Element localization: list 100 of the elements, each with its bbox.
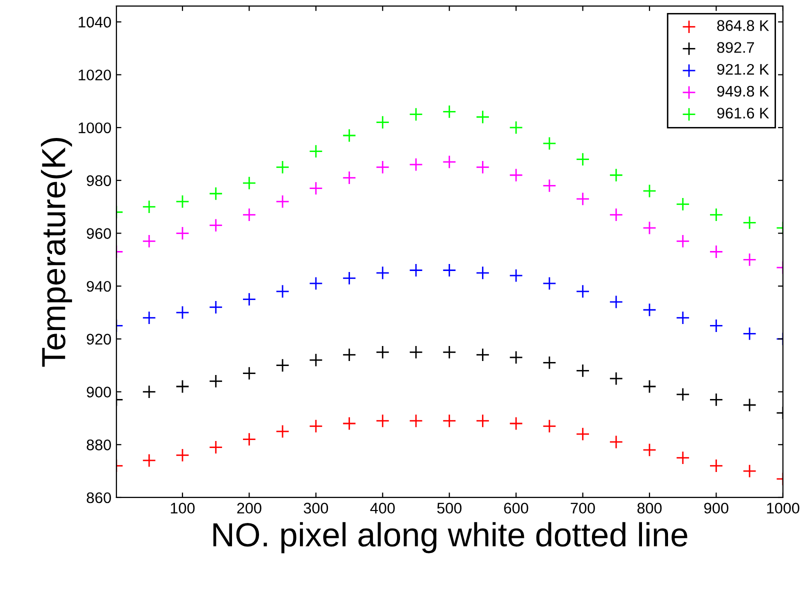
legend-label: 892.7 <box>717 42 754 53</box>
point <box>176 194 190 208</box>
point <box>208 374 223 388</box>
x-axis-title: NO. pixel along white dotted line <box>213 522 688 554</box>
point <box>742 464 756 478</box>
point <box>342 348 356 362</box>
point <box>476 160 490 174</box>
x-tick-label: 800 <box>637 502 662 514</box>
point <box>176 448 190 462</box>
point <box>376 160 390 174</box>
point <box>709 458 724 473</box>
point <box>676 234 690 248</box>
y-axis-title: Temperature(K) <box>40 138 72 367</box>
point <box>409 263 423 278</box>
point <box>576 364 590 378</box>
point <box>709 392 724 407</box>
point <box>642 443 656 457</box>
legend-label: 949.8 K <box>717 86 770 97</box>
point <box>542 419 556 434</box>
point <box>709 208 724 222</box>
point <box>142 454 156 468</box>
point <box>476 348 490 362</box>
point <box>509 268 523 282</box>
point <box>676 450 690 465</box>
point <box>542 178 556 193</box>
point <box>609 208 624 222</box>
point <box>442 345 456 360</box>
point <box>409 414 423 428</box>
point <box>509 120 523 134</box>
point <box>576 284 590 298</box>
x-tick-label: 100 <box>170 502 195 514</box>
point <box>409 158 423 172</box>
point <box>376 414 390 428</box>
point <box>409 107 423 122</box>
point <box>276 160 290 174</box>
point <box>442 104 456 119</box>
point <box>309 276 323 290</box>
point <box>142 234 156 248</box>
point <box>676 388 690 402</box>
point <box>242 366 256 380</box>
point <box>342 170 356 185</box>
point <box>476 414 490 428</box>
point <box>176 380 190 394</box>
y-tick-label: 1000 <box>78 122 111 134</box>
point <box>676 310 690 325</box>
point <box>476 110 490 124</box>
point <box>208 218 223 232</box>
point <box>309 181 323 196</box>
point <box>542 356 556 370</box>
point <box>709 318 724 333</box>
point <box>576 192 590 206</box>
point <box>276 424 290 438</box>
point <box>742 216 756 230</box>
point <box>309 144 323 158</box>
x-tick-label: 900 <box>704 502 728 514</box>
legend-label: 864.8 K <box>717 20 770 31</box>
y-tick-label: 920 <box>86 334 111 345</box>
x-tick-label: 600 <box>504 502 528 514</box>
point <box>742 398 756 412</box>
point <box>276 358 290 372</box>
y-tick-label: 1040 <box>78 16 111 28</box>
point <box>342 271 356 286</box>
y-tick-label: 980 <box>86 175 111 186</box>
point <box>276 284 290 298</box>
point <box>208 440 223 454</box>
point <box>208 186 223 201</box>
point <box>609 295 624 309</box>
y-tick-label: 880 <box>86 440 111 450</box>
point <box>576 427 590 441</box>
point <box>642 184 656 198</box>
point <box>142 200 156 214</box>
x-tick-label: 200 <box>237 502 262 514</box>
point <box>309 353 323 367</box>
point <box>442 263 456 278</box>
point <box>609 435 624 449</box>
point <box>208 300 223 314</box>
y-tick-label: 1020 <box>78 70 111 80</box>
point <box>176 226 190 240</box>
point <box>242 432 256 446</box>
point <box>342 416 356 430</box>
x-tick-label: 400 <box>370 502 395 514</box>
point <box>476 266 490 280</box>
x-tick-label: 1000 <box>767 502 800 514</box>
point <box>609 168 624 182</box>
x-tick-label: 700 <box>570 502 595 514</box>
legend-label: 921.2 K <box>717 64 770 75</box>
point <box>742 326 756 341</box>
point <box>342 128 356 142</box>
point <box>242 208 256 222</box>
point <box>442 414 456 428</box>
point <box>509 416 523 430</box>
point <box>409 345 423 360</box>
y-tick-label: 960 <box>86 228 111 239</box>
point <box>176 306 190 320</box>
point <box>142 310 156 325</box>
point <box>642 302 656 317</box>
y-tick-label: 860 <box>86 492 111 504</box>
point <box>642 380 656 394</box>
point <box>309 419 323 434</box>
point <box>242 292 256 306</box>
